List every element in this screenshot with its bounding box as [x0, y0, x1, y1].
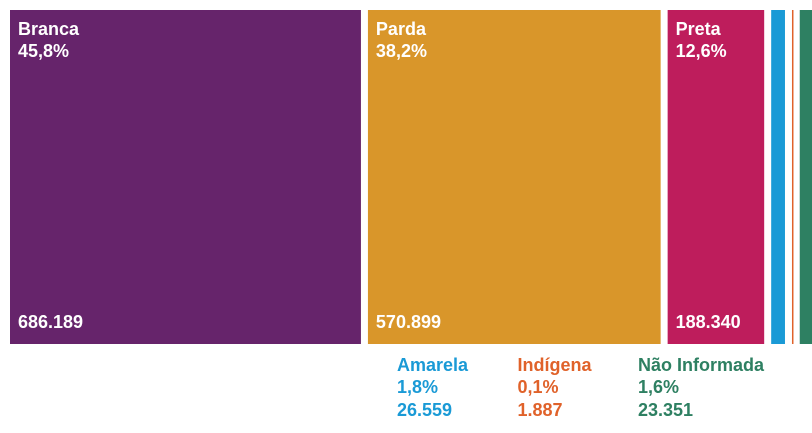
category-label: Não Informada	[638, 355, 765, 375]
percent-label: 1,6%	[638, 377, 679, 397]
percent-label: 1,8%	[397, 377, 438, 397]
bar	[771, 10, 785, 344]
category-label: Parda	[376, 19, 427, 39]
category-label: Branca	[18, 19, 80, 39]
percent-label: 12,6%	[676, 41, 727, 61]
percent-label: 45,8%	[18, 41, 69, 61]
bar	[10, 10, 361, 344]
bar	[367, 10, 661, 344]
count-label: 23.351	[638, 400, 693, 420]
count-label: 686.189	[18, 312, 83, 332]
bar	[667, 10, 765, 344]
count-label: 570.899	[376, 312, 441, 332]
category-label: Indígena	[518, 355, 593, 375]
percent-label: 38,2%	[376, 41, 427, 61]
category-label: Preta	[676, 19, 722, 39]
bar	[799, 10, 812, 344]
count-label: 188.340	[676, 312, 741, 332]
count-label: 26.559	[397, 400, 452, 420]
category-label: Amarela	[397, 355, 469, 375]
count-label: 1.887	[518, 400, 563, 420]
bar	[791, 10, 794, 344]
percent-label: 0,1%	[518, 377, 559, 397]
